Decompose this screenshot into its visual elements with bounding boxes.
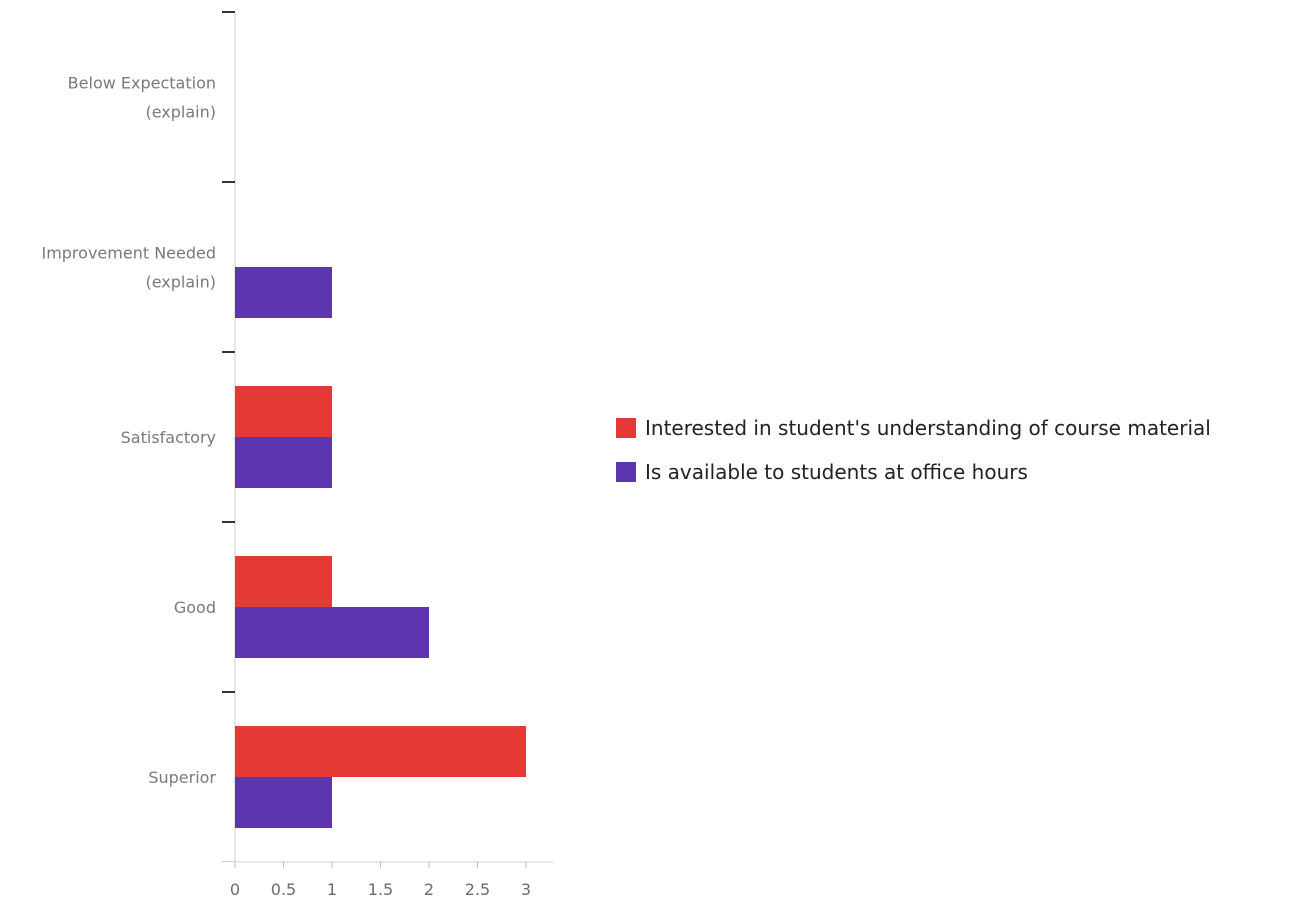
x-tick-label: 2 [424,880,434,898]
x-tick-label: 1 [327,880,337,898]
category-label: (explain) [145,103,216,122]
legend-swatch [616,418,636,438]
bar-series-1 [235,726,526,777]
legend-label: Interested in student's understanding of… [645,416,1211,440]
bar-series-2 [235,437,332,488]
x-tick-label: 0 [230,880,240,898]
bar-series-1 [235,556,332,607]
category-label: Satisfactory [121,428,216,447]
x-tick-label: 1.5 [368,880,393,898]
x-tick-label: 2.5 [465,880,490,898]
category-label: Improvement Needed [41,244,216,263]
x-tick-label: 3 [521,880,531,898]
legend-label: Is available to students at office hours [645,460,1028,484]
bar-series-2 [235,607,429,658]
legend-swatch [616,462,636,482]
bar-series-1 [235,386,332,437]
category-label: Below Expectation [68,74,216,93]
category-label: Good [174,598,216,617]
x-tick-label: 0.5 [271,880,296,898]
category-label: (explain) [145,273,216,292]
bar-series-2 [235,777,332,828]
category-label: Superior [148,768,216,787]
bar-series-2 [235,267,332,318]
